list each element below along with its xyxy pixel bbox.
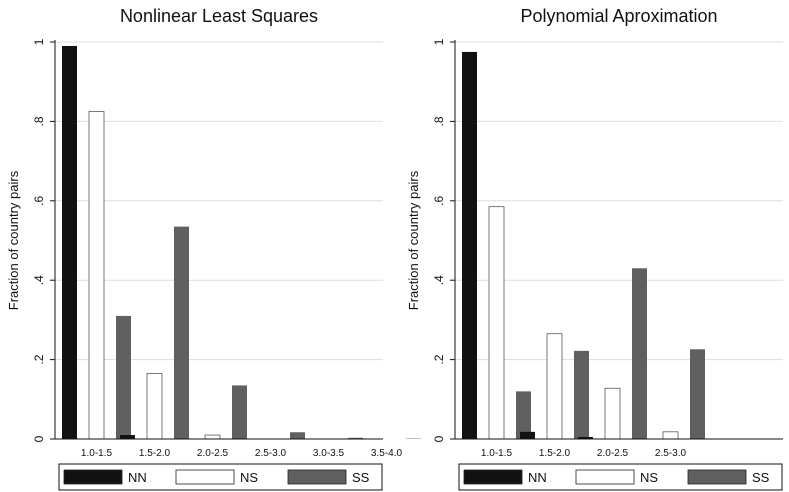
bar-ns-2 (146, 373, 163, 440)
x-tick-label: 2.5-3.0 (255, 448, 287, 459)
y-tick-label: .4 (432, 275, 446, 285)
y-axis-label: Fraction of country pairs (406, 170, 421, 310)
legend: NN NS SS (58, 463, 383, 491)
chart-panel-2: Polynomial Aproximation 1.0-1.5 1.5-2.0 2.0… (406, 6, 783, 491)
x-tick-label: 1.5-2.0 (139, 448, 171, 459)
bar-ss-4 (690, 349, 705, 439)
bar-ns-2 (546, 333, 563, 440)
y-tick-label: 0 (32, 435, 46, 442)
legend-label-ns: NS (640, 470, 658, 485)
bar-ns-1 (488, 206, 505, 440)
legend-label-nn: NN (128, 470, 147, 485)
x-tick-label: 2.0-2.5 (197, 448, 229, 459)
x-tick-label: 1.0-1.5 (81, 448, 113, 459)
bar-nn-2 (120, 435, 135, 439)
bar-ss-3 (632, 268, 647, 439)
bar-nn-2 (520, 431, 535, 439)
chart-title: Nonlinear Least Squares (120, 6, 318, 26)
y-tick-label: 1 (432, 38, 446, 45)
legend: NN NS SS (458, 463, 783, 491)
legend-swatch-ss (687, 469, 747, 485)
y-tick-label: 1 (32, 38, 46, 45)
legend-swatch-ns (175, 469, 235, 485)
bar-ns-3 (204, 434, 221, 440)
bar-ns-4 (662, 431, 679, 440)
bar-nn-1 (62, 45, 77, 439)
y-tick-label: .6 (432, 195, 446, 205)
y-tick-label: .6 (32, 195, 46, 205)
legend-label-ss: SS (352, 470, 370, 485)
y-tick-label: .8 (432, 116, 446, 126)
x-tick-label: 3.5-4.0 (371, 448, 403, 459)
y-tick-label: .4 (32, 275, 46, 285)
x-tick-label: 2.5-3.0 (655, 448, 687, 459)
bar-nn-1 (462, 51, 477, 440)
x-tick-label: 2.0-2.5 (597, 448, 629, 459)
legend-swatch-ns (575, 469, 635, 485)
legend-swatch-nn (63, 469, 123, 485)
legend-label-ss: SS (752, 470, 770, 485)
bar-ss-1 (516, 391, 531, 439)
x-tick-label: 3.0-3.5 (313, 448, 345, 459)
bar-ss-5 (348, 437, 363, 439)
y-tick-label: 0 (432, 435, 446, 442)
legend-label-ns: NS (240, 470, 258, 485)
bar-nn-3 (578, 437, 593, 439)
legend-label-nn: NN (528, 470, 547, 485)
y-axis-label: Fraction of country pairs (6, 170, 21, 310)
x-tick-label: 1.5-2.0 (539, 448, 571, 459)
y-tick-label: .8 (32, 116, 46, 126)
chart-title: Polynomial Aproximation (520, 6, 717, 26)
bar-ss-1 (116, 315, 131, 439)
bar-ss-2 (574, 350, 589, 439)
bar-ss-2 (174, 226, 189, 439)
x-tick-label: 1.0-1.5 (481, 448, 513, 459)
bar-ns-1 (88, 111, 105, 440)
legend-swatch-ss (287, 469, 347, 485)
bar-ns-3 (604, 387, 621, 440)
y-tick-label: .2 (32, 354, 46, 364)
bar-ss-3 (232, 385, 247, 439)
y-tick-label: .2 (432, 354, 446, 364)
bar-ss-4 (290, 432, 305, 439)
chart-panel-1: Nonlinear Least Squares 1.0-1.5 1.5-2.0 2.0… (6, 6, 421, 491)
legend-swatch-nn (463, 469, 523, 485)
